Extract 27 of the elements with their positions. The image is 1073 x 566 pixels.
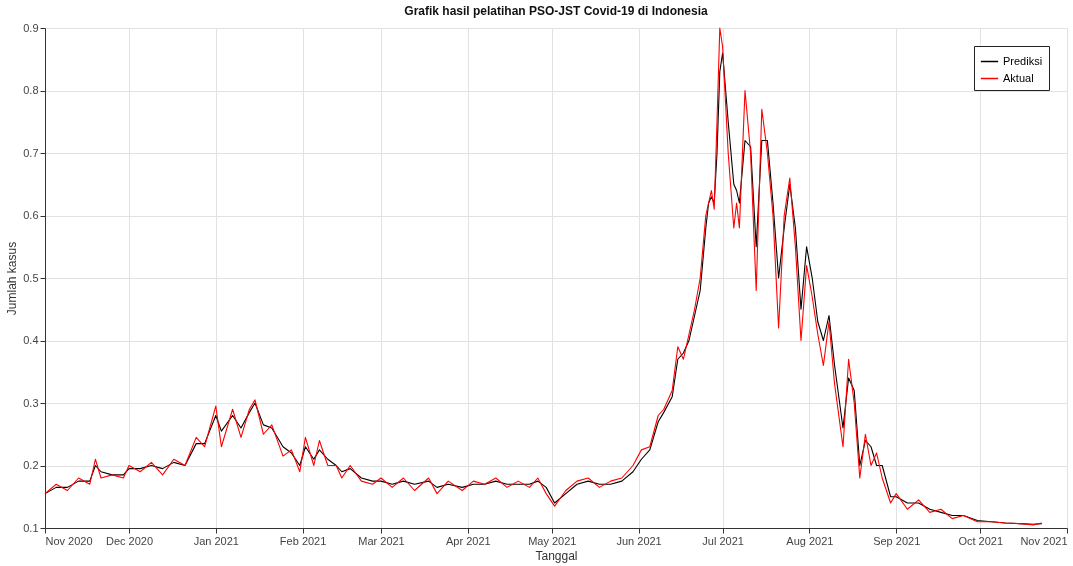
x-tick-label: Apr 2021 [445,534,491,547]
x-tick-label: Aug 2021 [786,534,834,547]
y-tick-label: 0.8 [23,84,39,96]
x-tick-label: Jul 2021 [702,534,744,547]
y-axis-title: Jumlah kasus [5,241,20,316]
legend-label: Prediksi [1003,54,1043,67]
x-tick-label: Nov 2020 [45,534,93,547]
x-tick-label: Oct 2021 [958,534,1004,547]
x-tick-label: Mar 2021 [358,534,405,547]
y-tick-label: 0.3 [23,396,39,409]
y-tick-label: 0.1 [23,521,39,534]
legend-label: Aktual [1003,71,1034,84]
x-tick-label: May 2021 [528,534,577,547]
x-tick-label: Nov 2021 [1020,534,1068,547]
x-tick-label: Jun 2021 [616,534,662,547]
y-tick-label: 0.4 [23,334,39,346]
x-axis-title: Tanggal [535,548,578,563]
chart-title: Grafik hasil pelatihan PSO-JST Covid-19 di Indonesia [404,4,709,18]
y-tick-label: 0.6 [23,209,39,221]
x-tick-label: Feb 2021 [279,534,327,547]
y-tick-label: 0.9 [23,21,39,34]
y-tick-label: 0.2 [23,459,39,471]
x-tick-label: Jan 2021 [193,534,239,547]
x-tick-label: Sep 2021 [873,534,921,547]
x-tick-label: Dec 2020 [105,534,154,547]
y-tick-label: 0.5 [23,271,39,284]
y-tick-label: 0.7 [23,146,39,159]
